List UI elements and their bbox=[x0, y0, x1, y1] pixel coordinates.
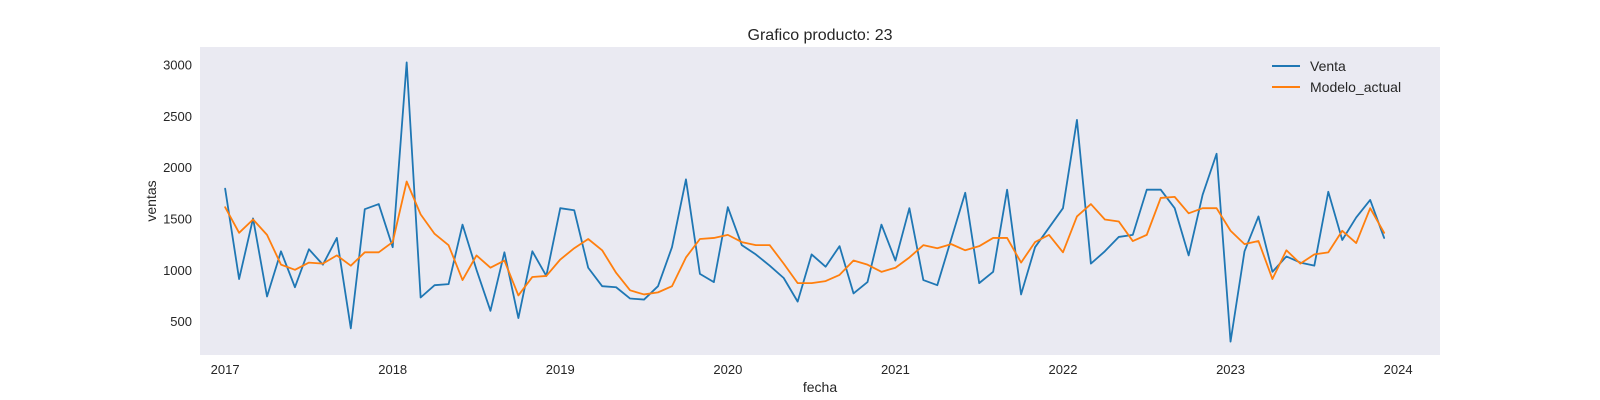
plot-background bbox=[200, 47, 1440, 355]
x-tick-label: 2018 bbox=[378, 362, 407, 377]
x-tick-label: 2017 bbox=[211, 362, 240, 377]
x-tick-label: 2022 bbox=[1049, 362, 1078, 377]
legend-label: Venta bbox=[1310, 58, 1346, 74]
y-tick-label: 3000 bbox=[163, 57, 192, 72]
x-tick-label: 2021 bbox=[881, 362, 910, 377]
y-tick-label: 500 bbox=[170, 314, 192, 329]
y-tick-label: 1000 bbox=[163, 263, 192, 278]
y-tick-label: 2000 bbox=[163, 160, 192, 175]
series-line-modelo-actual bbox=[224, 180, 1386, 297]
x-tick-label: 2024 bbox=[1384, 362, 1413, 377]
x-tick-label: 2020 bbox=[713, 362, 742, 377]
y-tick-label: 1500 bbox=[163, 211, 192, 226]
x-axis-ticks: 2017 2018 2019 2020 2021 2022 2023 2024 bbox=[211, 362, 1413, 377]
legend: Venta Modelo_actual bbox=[1272, 58, 1401, 95]
y-tick-label: 2500 bbox=[163, 109, 192, 124]
legend-item: Venta bbox=[1272, 58, 1346, 74]
series-layer bbox=[224, 61, 1386, 343]
x-tick-label: 2023 bbox=[1216, 362, 1245, 377]
legend-label: Modelo_actual bbox=[1310, 79, 1401, 95]
y-axis-label: ventas bbox=[143, 180, 159, 221]
y-axis-ticks: 500 1000 1500 2000 2500 3000 bbox=[163, 57, 192, 329]
chart-title: Grafico producto: 23 bbox=[748, 27, 893, 44]
legend-item: Modelo_actual bbox=[1272, 79, 1401, 95]
x-tick-label: 2019 bbox=[546, 362, 575, 377]
series-line-venta bbox=[224, 61, 1386, 343]
x-axis-label: fecha bbox=[803, 379, 837, 395]
